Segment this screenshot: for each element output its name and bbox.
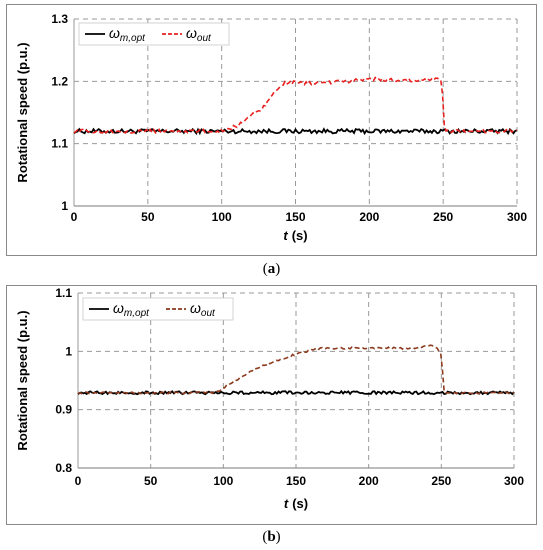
chart-b-x-tick-label: 300 — [504, 474, 524, 488]
chart-b-y-tick-label: 1 — [65, 344, 72, 358]
chart-b-x-tick-label: 100 — [213, 474, 233, 488]
chart-panel-b: 0 50 100 150 200 250 300 0.8 0.9 1 1.1 Rotational s… — [6, 285, 537, 525]
chart-b-y-tick-label: 0.9 — [55, 403, 72, 417]
chart-a-x-tick-label: 250 — [433, 210, 453, 224]
chart-a-x-tick-label: 0 — [71, 210, 78, 224]
chart-a-series-line-1 — [73, 76, 518, 135]
chart-a-x-tick-label: 300 — [507, 210, 527, 224]
chart-panel-a: 0 50 100 150 200 250 300 1 1.1 1.2 1.3 Rotational s… — [6, 4, 537, 256]
chart-a-legend — [78, 22, 230, 46]
chart-a: 0 50 100 150 200 250 300 1 1.1 1.2 1.3 Rotational s… — [15, 12, 527, 243]
chart-a-x-tick-label: 50 — [141, 210, 155, 224]
chart-a-x-tick-label: 150 — [285, 210, 305, 224]
chart-b-x-tick-label: 250 — [431, 474, 451, 488]
chart-b-legend — [82, 297, 234, 321]
chart-b-y-tick-label: 1.1 — [55, 286, 72, 300]
chart-a-y-axis-label: Rotational speed (p.u.) — [15, 42, 30, 182]
chart-a-x-tick-label: 200 — [359, 210, 379, 224]
caption-b: (b) — [262, 529, 281, 545]
chart-a-y-tick-label: 1.1 — [51, 137, 68, 151]
chart-b-legend-label-0: ωm,opt — [113, 300, 150, 319]
chart-a-y-tick-label: 1.3 — [51, 12, 68, 26]
chart-b-x-tick-label: 200 — [359, 474, 379, 488]
chart-b-legend-label-1: ωout — [190, 300, 216, 319]
chart-b-y-axis-label: Rotational speed (p.u.) — [15, 310, 30, 450]
chart-a-legend-label-1: ωout — [186, 25, 212, 44]
chart-a-y-tick-label: 1 — [61, 199, 68, 213]
chart-b-x-axis-label: t (s) — [284, 496, 308, 511]
chart-b: 0 50 100 150 200 250 300 0.8 0.9 1 1.1 Rotational s… — [15, 286, 524, 511]
chart-b-x-tick-label: 0 — [75, 474, 82, 488]
chart-b-series-line-0 — [77, 389, 515, 396]
chart-a-x-tick-label: 100 — [212, 210, 232, 224]
chart-a-y-tick-label: 1.2 — [51, 74, 68, 88]
chart-b-y-tick-label: 0.8 — [55, 461, 72, 475]
chart-b-x-tick-label: 150 — [286, 474, 306, 488]
caption-a: (a) — [262, 261, 281, 277]
chart-a-x-axis-label: t (s) — [283, 228, 307, 243]
chart-a-legend-label-0: ωm,opt — [109, 25, 146, 44]
chart-b-x-tick-label: 50 — [144, 474, 158, 488]
